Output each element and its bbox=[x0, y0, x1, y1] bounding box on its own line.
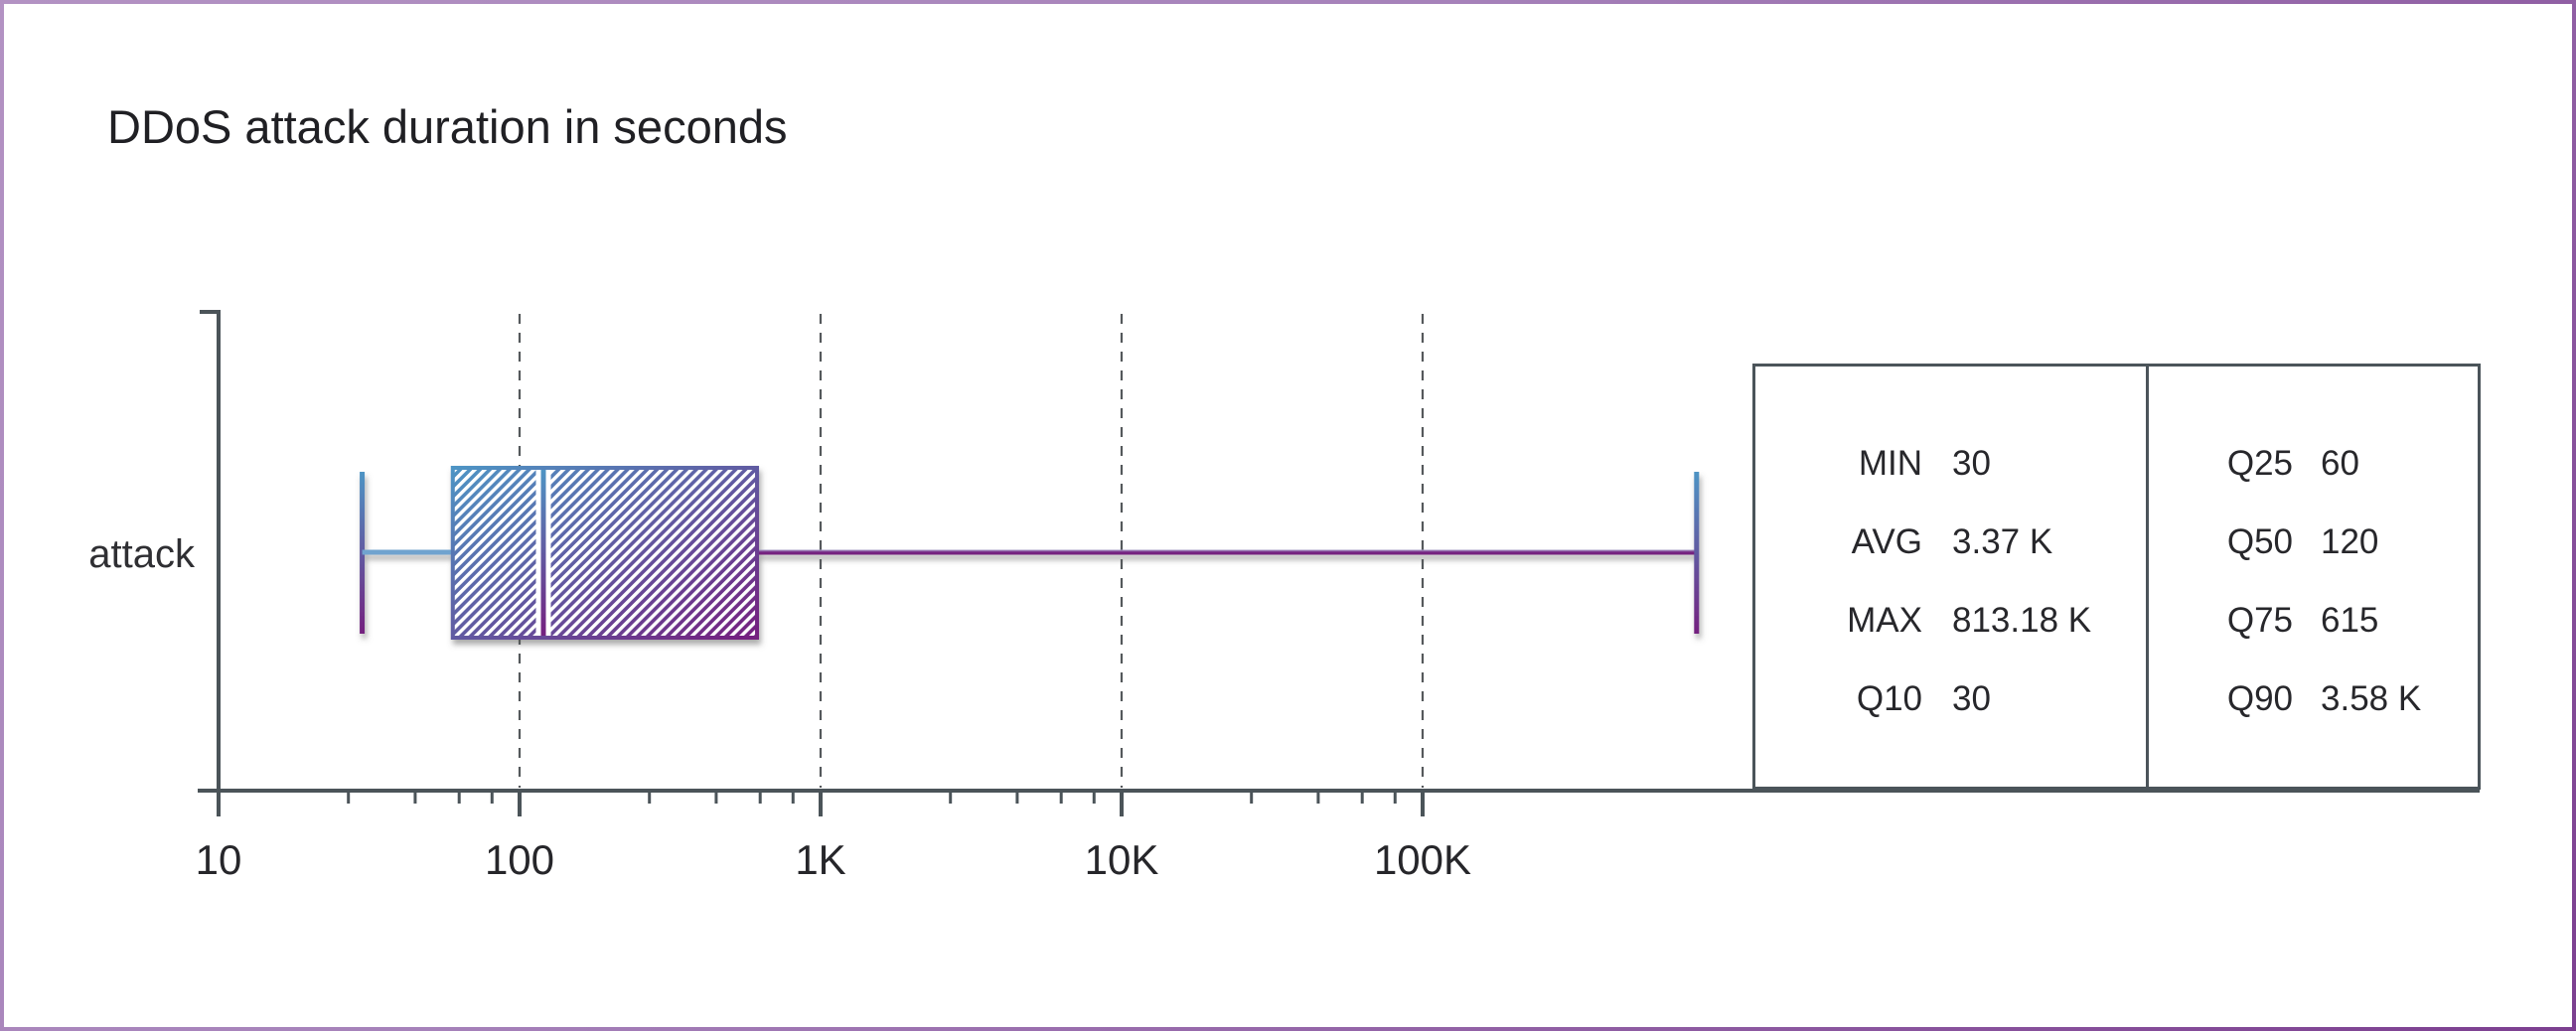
median-line bbox=[540, 470, 546, 636]
stat-label: Q75 bbox=[2226, 601, 2293, 641]
box-hatch-overlay bbox=[452, 468, 758, 638]
gridlines bbox=[518, 314, 1425, 788]
category-label: attack bbox=[88, 532, 196, 576]
boxplot-series-attack bbox=[360, 466, 1700, 640]
stat-label: Q90 bbox=[2226, 679, 2293, 719]
boxplot-chart: 10 100 1K 10K 100K attack bbox=[88, 310, 2480, 883]
x-axis-tick-label: 100 bbox=[485, 836, 554, 883]
x-axis-tick-label: 100K bbox=[1374, 836, 1471, 883]
stat-value: 30 bbox=[1952, 679, 1991, 719]
stat-label: Q25 bbox=[2226, 443, 2293, 483]
stat-value: 30 bbox=[1952, 443, 1991, 483]
chart-canvas: DDoS attack duration in seconds 10 100 1K 1… bbox=[4, 4, 2572, 1027]
x-axis-tick-label: 10 bbox=[196, 836, 242, 883]
chart-title: DDoS attack duration in seconds bbox=[107, 100, 788, 153]
stat-value: 813.18 K bbox=[1952, 601, 2092, 641]
stat-label: Q10 bbox=[1856, 679, 1922, 719]
box-border bbox=[450, 466, 760, 640]
whisker-line-right bbox=[757, 549, 1697, 555]
stat-label: MIN bbox=[1858, 443, 1922, 483]
stat-value: 3.58 K bbox=[2321, 679, 2422, 719]
stat-value: 615 bbox=[2321, 601, 2379, 641]
stat-row-q50: Q50 120 bbox=[2149, 503, 2478, 581]
stat-value: 3.37 K bbox=[1952, 521, 2053, 561]
stat-row-q75: Q75 615 bbox=[2149, 582, 2478, 661]
stat-label: MAX bbox=[1847, 601, 1922, 641]
stat-value: 60 bbox=[2321, 443, 2359, 483]
stat-value: 120 bbox=[2321, 521, 2379, 561]
stat-row-q90: Q90 3.58 K bbox=[2149, 661, 2478, 739]
x-axis-tick-label: 1K bbox=[795, 836, 845, 883]
stat-row-avg: AVG 3.37 K bbox=[1755, 503, 2146, 581]
stat-label: Q50 bbox=[2226, 521, 2293, 561]
stats-table: MIN 30 AVG 3.37 K MAX 813.18 K Q10 30 bbox=[1752, 364, 2481, 790]
whisker-cap-max bbox=[1694, 472, 1700, 634]
stat-row-q25: Q25 60 bbox=[2149, 424, 2478, 503]
stat-row-min: MIN 30 bbox=[1755, 424, 2146, 503]
stat-label: AVG bbox=[1851, 521, 1922, 561]
stats-column-left: MIN 30 AVG 3.37 K MAX 813.18 K Q10 30 bbox=[1755, 367, 2146, 787]
whisker-line-left bbox=[362, 549, 453, 555]
x-axis-tick-label: 10K bbox=[1085, 836, 1159, 883]
stats-column-right: Q25 60 Q50 120 Q75 615 Q90 3.58 K bbox=[2146, 367, 2478, 787]
axes: 10 100 1K 10K 100K bbox=[196, 310, 2480, 883]
stat-row-max: MAX 813.18 K bbox=[1755, 582, 2146, 661]
stat-row-q10: Q10 30 bbox=[1755, 661, 2146, 739]
